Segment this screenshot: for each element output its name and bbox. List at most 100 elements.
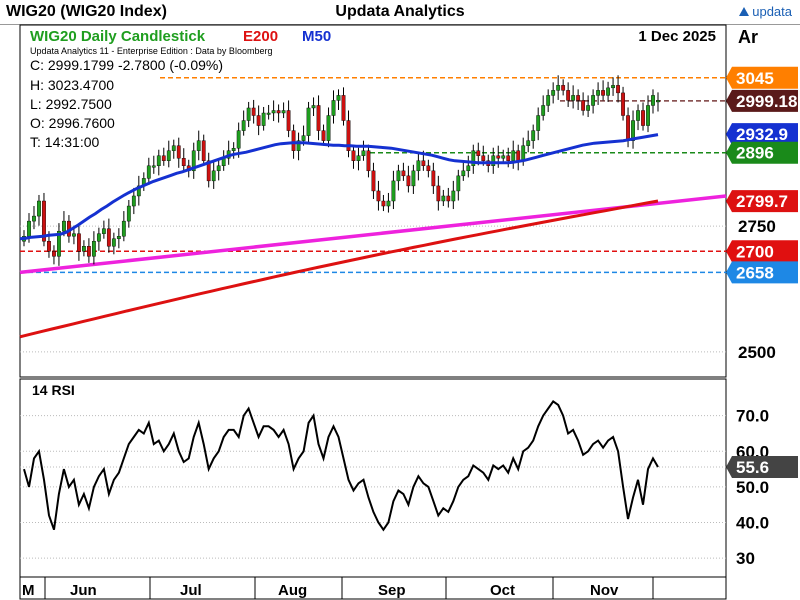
candle-body-8 (62, 220, 66, 232)
candle-body-60 (321, 130, 326, 141)
price-level-tag-0: 3045 (726, 66, 798, 89)
brand-logo: updata (739, 4, 792, 19)
x-label-1: Jun (70, 582, 97, 599)
candle-body-21 (126, 205, 131, 222)
candle-body-71 (376, 190, 381, 202)
gridlines (20, 225, 726, 559)
candle-body-76 (401, 170, 406, 177)
rsi-tick-0: 70.0 (736, 407, 769, 426)
candle-body-53 (286, 110, 291, 131)
candle-body-58 (311, 105, 316, 109)
candle-body-30 (171, 145, 176, 151)
candle-body-86 (451, 190, 456, 202)
edition-text: Updata Analytics 11 - Enterprise Edition… (30, 46, 272, 56)
price-tick-1: 2500 (738, 343, 776, 362)
legend-e200: E200 (243, 28, 278, 45)
candle-body-64 (341, 95, 346, 121)
axis-unit: Ar (738, 27, 758, 47)
candle-body-70 (371, 170, 376, 192)
price-level-box-3 (726, 141, 798, 164)
price-level-tag-5: 2700 (726, 240, 798, 263)
candle-body-29 (166, 150, 171, 161)
candle-body-5 (47, 241, 51, 252)
candle-body-127 (656, 100, 660, 103)
candle-body-105 (546, 95, 551, 106)
rsi-current-tag: 55.6 (726, 455, 798, 478)
candle-body-34 (191, 150, 196, 172)
candle-body-96 (501, 155, 506, 159)
candle-body-88 (461, 170, 466, 177)
rsi-panel[interactable] (19, 378, 727, 578)
candle-body-15 (96, 233, 101, 242)
candle-body-23 (136, 185, 141, 197)
window-title: WIG20 (WIG20 Index) (6, 3, 167, 20)
candle-body-120 (621, 92, 625, 116)
x-axis-labels: M Jun Jul Aug Sep Oct Nov (22, 577, 654, 599)
candle-body-84 (441, 195, 446, 202)
candle-body-57 (306, 107, 311, 136)
ohlc-high: H: 3023.4700 (30, 77, 114, 93)
e200-line (19, 199, 659, 339)
candle-body-106 (551, 90, 556, 96)
candle-body-68 (361, 150, 366, 156)
candle-body-46 (251, 107, 256, 116)
candle-body-62 (331, 100, 336, 116)
price-level-box-4 (726, 190, 798, 213)
rsi-title: 14 RSI (32, 382, 75, 398)
candle-body-67 (356, 155, 361, 161)
candle-body-85 (446, 195, 451, 202)
candle-body-92 (481, 155, 486, 161)
candle-body-114 (591, 95, 596, 106)
x-label-3: Aug (278, 582, 307, 599)
candle-body-80 (421, 160, 426, 166)
rsi-current-label: 55.6 (736, 458, 769, 477)
chart-date: 1 Dec 2025 (638, 28, 716, 45)
candle-body-118 (611, 85, 615, 89)
candle-body-35 (196, 140, 201, 151)
candle-body-26 (151, 165, 156, 168)
candle-body-3 (37, 200, 41, 217)
candle-body-110 (571, 95, 576, 101)
m50-line (19, 133, 659, 241)
candle-body-103 (536, 115, 541, 131)
candle-body-2 (32, 215, 36, 222)
candle-body-72 (381, 200, 386, 207)
candle-body-39 (216, 165, 221, 172)
candle-body-111 (576, 95, 581, 101)
candle-body-123 (636, 110, 640, 121)
candle-body-113 (586, 105, 591, 111)
candle-body-98 (511, 150, 516, 161)
candle-body-99 (516, 150, 521, 161)
candle-body-50 (271, 110, 276, 114)
candle-body-37 (206, 160, 211, 182)
price-level-box-5 (726, 240, 798, 263)
price-level-label-0: 3045 (736, 69, 774, 88)
candle-body-104 (541, 105, 546, 116)
candle-body-115 (596, 90, 600, 96)
candle-body-4 (42, 200, 46, 242)
price-level-tag-6: 2658 (726, 261, 798, 284)
candles[interactable] (22, 75, 660, 266)
price-level-label-5: 2700 (736, 242, 774, 261)
brand-text: updata (752, 4, 792, 19)
x-label-6: Nov (590, 582, 619, 599)
candle-body-45 (246, 107, 251, 121)
candle-body-51 (276, 110, 281, 114)
time-axis (19, 576, 727, 600)
candle-body-20 (121, 220, 126, 237)
candle-body-108 (561, 85, 566, 91)
candle-body-27 (156, 155, 161, 167)
candle-body-116 (601, 90, 605, 96)
candle-body-109 (566, 90, 571, 101)
price-tick-0: 2750 (738, 217, 776, 236)
candle-body-95 (496, 155, 501, 159)
candle-body-49 (266, 112, 271, 115)
candle-body-32 (181, 158, 186, 166)
price-level-tag-3: 2896 (726, 141, 798, 164)
candle-body-117 (606, 87, 610, 96)
ohlc-close: C: 2999.1799 -2.7800 (-0.09%) (30, 57, 223, 73)
candle-body-125 (646, 105, 650, 126)
candle-body-81 (426, 165, 431, 172)
candle-body-22 (131, 195, 136, 207)
